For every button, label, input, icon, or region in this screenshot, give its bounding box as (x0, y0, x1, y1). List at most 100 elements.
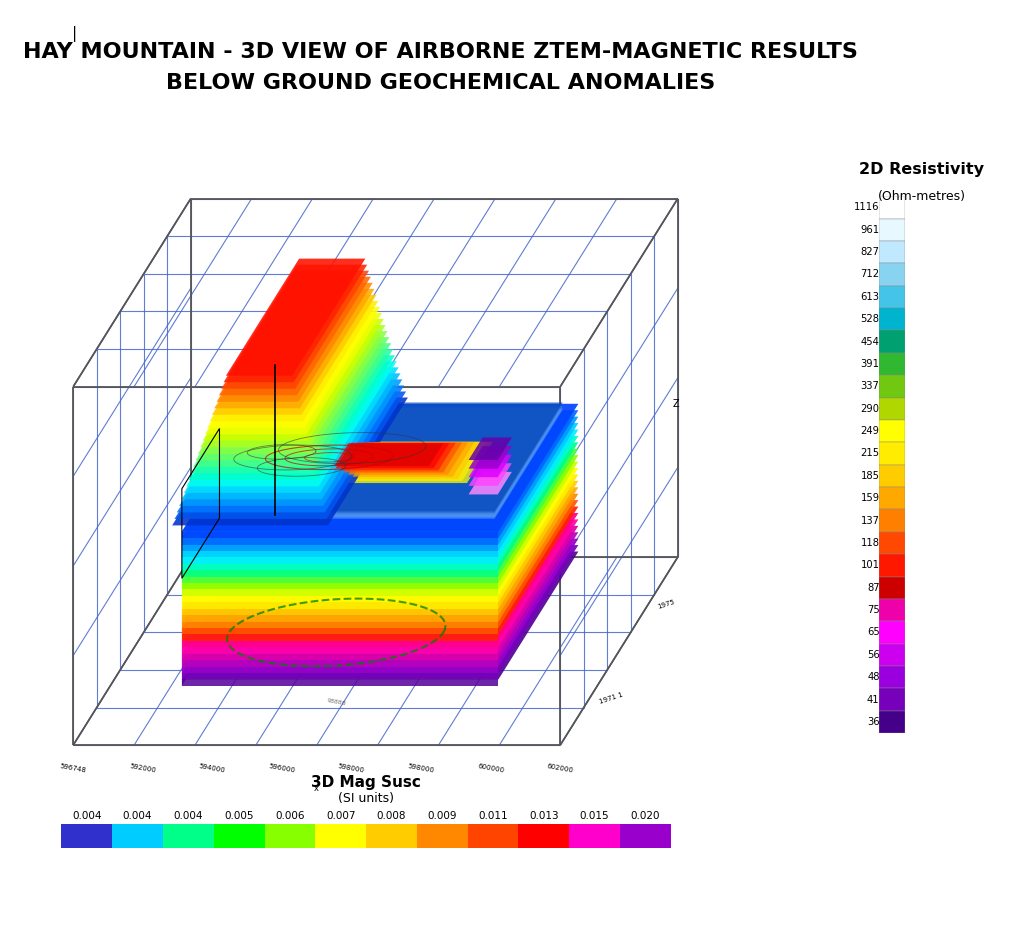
Bar (879, 688, 905, 711)
Bar (879, 599, 905, 621)
Bar (879, 576, 905, 599)
Text: 56: 56 (867, 650, 880, 659)
Bar (879, 509, 905, 531)
Polygon shape (182, 403, 262, 538)
Bar (879, 353, 905, 375)
Bar (879, 531, 905, 554)
Polygon shape (182, 455, 262, 589)
Polygon shape (198, 408, 563, 517)
Polygon shape (182, 500, 579, 628)
Polygon shape (182, 660, 499, 667)
Polygon shape (182, 474, 262, 609)
Polygon shape (334, 443, 443, 466)
Polygon shape (182, 403, 579, 531)
Text: Z: Z (673, 399, 679, 409)
Polygon shape (182, 634, 499, 641)
Bar (620, 824, 671, 848)
Text: BELOW GROUND GEOCHEMICAL ANOMALIES: BELOW GROUND GEOCHEMICAL ANOMALIES (166, 73, 715, 92)
Bar (214, 824, 264, 848)
Text: 11111: 11111 (385, 604, 406, 613)
Text: 0.007: 0.007 (326, 811, 355, 821)
Bar (879, 644, 905, 666)
Polygon shape (182, 474, 579, 602)
Text: 613: 613 (860, 291, 880, 302)
Polygon shape (182, 423, 262, 558)
Text: 0.011: 0.011 (478, 811, 508, 821)
Text: 65: 65 (867, 628, 880, 638)
Polygon shape (182, 589, 499, 596)
Polygon shape (198, 331, 387, 454)
Polygon shape (223, 264, 368, 382)
Text: 215: 215 (860, 448, 880, 459)
Polygon shape (182, 506, 262, 641)
Polygon shape (182, 481, 262, 616)
Polygon shape (469, 472, 512, 494)
Text: 137: 137 (860, 516, 880, 526)
Polygon shape (182, 494, 579, 622)
Polygon shape (182, 602, 499, 609)
Polygon shape (182, 513, 262, 647)
Text: 22222: 22222 (404, 573, 425, 581)
Text: 290: 290 (860, 403, 880, 414)
Text: 592000: 592000 (129, 763, 157, 773)
Text: (Ohm-metres): (Ohm-metres) (878, 190, 966, 203)
Bar (367, 824, 417, 848)
Text: 87: 87 (867, 583, 880, 593)
Polygon shape (201, 325, 386, 447)
Bar (163, 824, 214, 848)
Bar (61, 824, 113, 848)
Text: 0.004: 0.004 (72, 811, 101, 821)
Text: 827: 827 (860, 248, 880, 257)
Polygon shape (194, 343, 391, 467)
Text: 594000: 594000 (199, 763, 226, 773)
Polygon shape (186, 361, 397, 487)
Polygon shape (182, 448, 262, 583)
Polygon shape (182, 455, 579, 583)
Bar (879, 443, 905, 464)
Text: 0.004: 0.004 (123, 811, 153, 821)
Polygon shape (198, 410, 563, 518)
Polygon shape (182, 679, 499, 686)
Polygon shape (174, 391, 407, 519)
Text: 0.004: 0.004 (174, 811, 203, 821)
Text: 0.008: 0.008 (377, 811, 407, 821)
Polygon shape (182, 500, 262, 634)
Text: 596000: 596000 (268, 763, 296, 773)
Polygon shape (210, 301, 378, 421)
Polygon shape (184, 367, 398, 493)
Polygon shape (182, 539, 262, 673)
Polygon shape (182, 436, 262, 571)
Bar (113, 824, 163, 848)
Text: 185: 185 (860, 471, 880, 481)
Polygon shape (182, 526, 262, 660)
Polygon shape (203, 319, 384, 441)
Text: 528: 528 (860, 314, 880, 324)
Polygon shape (310, 442, 474, 476)
Polygon shape (182, 576, 499, 583)
Polygon shape (182, 628, 499, 634)
Polygon shape (182, 667, 499, 673)
Text: 101: 101 (860, 560, 880, 571)
Polygon shape (182, 622, 499, 628)
Text: 961: 961 (860, 225, 880, 234)
Polygon shape (182, 538, 499, 545)
Polygon shape (198, 406, 563, 516)
Text: 48: 48 (867, 672, 880, 682)
Polygon shape (182, 532, 579, 660)
Polygon shape (188, 355, 395, 480)
Polygon shape (182, 468, 579, 596)
Polygon shape (182, 673, 499, 679)
Text: 1971 1: 1971 1 (598, 691, 624, 705)
Polygon shape (182, 461, 579, 589)
Polygon shape (182, 481, 579, 609)
Polygon shape (182, 506, 579, 634)
Polygon shape (182, 596, 499, 602)
Bar (879, 308, 905, 331)
Text: 2D Resistivity: 2D Resistivity (859, 163, 984, 177)
Polygon shape (172, 398, 408, 526)
Polygon shape (182, 571, 499, 576)
Polygon shape (219, 276, 371, 395)
Bar (879, 286, 905, 308)
Polygon shape (221, 271, 369, 389)
Text: 0.013: 0.013 (529, 811, 559, 821)
